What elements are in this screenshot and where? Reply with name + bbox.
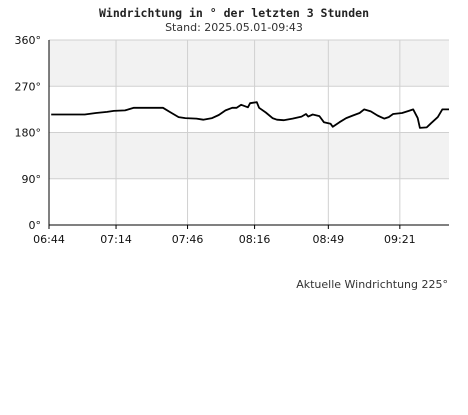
x-tick-label: 08:16 (239, 233, 271, 246)
x-tick-label: 07:14 (100, 233, 132, 246)
current-wind-direction: Aktuelle Windrichtung 225° (296, 278, 448, 291)
y-tick-label: 0° (29, 219, 42, 232)
x-tick-label: 08:49 (312, 233, 344, 246)
y-tick-label: 270° (15, 80, 42, 93)
series-line (51, 101, 449, 129)
x-tick-label: 09:21 (384, 233, 416, 246)
y-tick-label: 90° (22, 173, 42, 186)
y-tick-label: 180° (15, 127, 42, 140)
chart-band (49, 40, 449, 87)
x-tick-label: 07:46 (172, 233, 204, 246)
chart-title: Windrichtung in ° der letzten 3 Stunden (98, 6, 370, 20)
chart-band (49, 132, 449, 179)
chart-subtitle: Stand: 2025.05.01-09:43 (165, 21, 303, 34)
x-tick-label: 06:44 (33, 233, 65, 246)
y-tick-label: 360° (15, 34, 42, 47)
